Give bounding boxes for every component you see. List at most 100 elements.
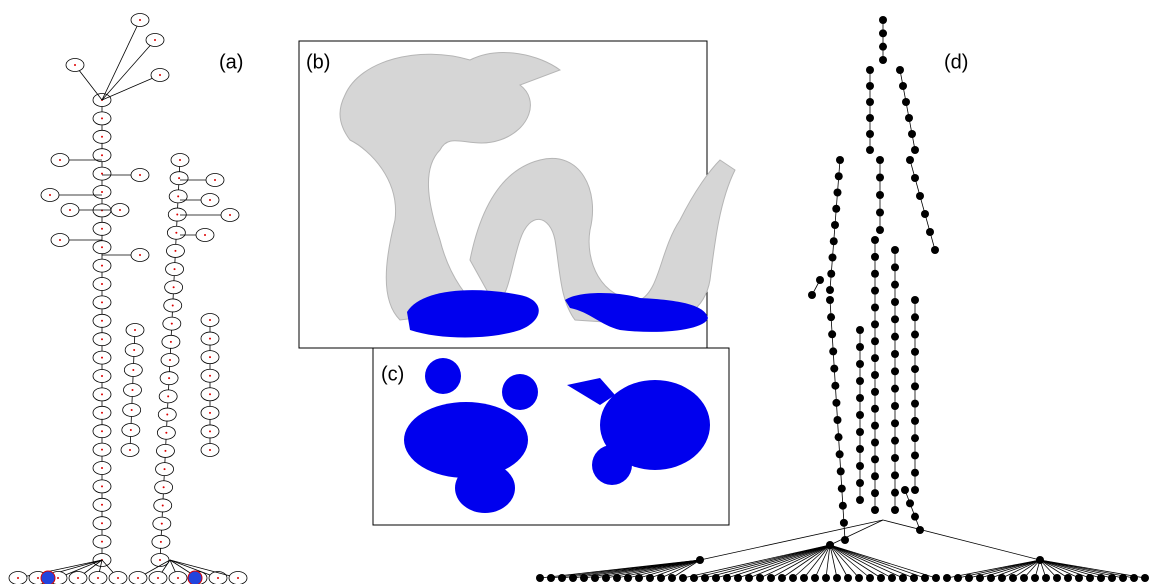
figure: (a) (b) (c) (d) xyxy=(0,0,1160,584)
node xyxy=(830,237,838,245)
node xyxy=(891,454,899,462)
node xyxy=(856,479,864,487)
node-dot xyxy=(209,412,211,414)
node xyxy=(756,574,764,582)
node xyxy=(1141,574,1149,582)
node-dot xyxy=(101,283,103,285)
node xyxy=(829,254,837,262)
node xyxy=(871,506,879,514)
highlight xyxy=(41,571,55,584)
node xyxy=(911,146,919,154)
node xyxy=(830,365,838,373)
node xyxy=(855,574,863,582)
node xyxy=(987,574,995,582)
node xyxy=(602,574,610,582)
node xyxy=(911,451,919,459)
node xyxy=(836,450,844,458)
node-dot xyxy=(101,301,103,303)
node xyxy=(690,574,698,582)
node xyxy=(911,486,919,494)
node xyxy=(866,98,874,106)
highlight xyxy=(188,571,202,584)
node-dot xyxy=(101,228,103,230)
node-dot xyxy=(163,486,165,488)
node xyxy=(871,253,879,261)
node xyxy=(822,574,830,582)
node xyxy=(911,174,919,182)
node-dot xyxy=(139,19,141,21)
node xyxy=(902,98,910,106)
node-dot xyxy=(59,159,61,161)
node xyxy=(899,82,907,90)
node xyxy=(778,574,786,582)
node-dot xyxy=(159,74,161,76)
node-dot xyxy=(139,174,141,176)
node xyxy=(856,411,864,419)
node-dot xyxy=(139,254,141,256)
node xyxy=(668,574,676,582)
node-dot xyxy=(209,375,211,377)
node xyxy=(811,574,819,582)
node xyxy=(827,270,835,278)
node-dot xyxy=(101,412,103,414)
node xyxy=(569,574,577,582)
node xyxy=(591,574,599,582)
node xyxy=(800,574,808,582)
edge xyxy=(830,545,903,578)
node xyxy=(879,43,887,51)
node xyxy=(905,114,913,122)
node xyxy=(1009,574,1017,582)
node xyxy=(832,205,840,213)
node xyxy=(911,513,919,521)
node-dot xyxy=(237,577,239,579)
node xyxy=(877,574,885,582)
node xyxy=(879,16,887,24)
node xyxy=(876,174,884,182)
node-dot xyxy=(174,250,176,252)
node-dot xyxy=(209,356,211,358)
node-dot xyxy=(209,199,211,201)
node-dot xyxy=(101,173,103,175)
node xyxy=(1130,574,1138,582)
node xyxy=(657,574,665,582)
edge xyxy=(102,20,140,100)
node xyxy=(838,485,846,493)
node-dot xyxy=(132,369,134,371)
node xyxy=(613,574,621,582)
node-dot xyxy=(154,39,156,41)
node xyxy=(789,574,797,582)
node xyxy=(911,348,919,356)
node xyxy=(580,574,588,582)
blue-blob xyxy=(455,463,515,513)
node xyxy=(891,350,899,358)
node xyxy=(891,298,899,306)
node-dot xyxy=(101,504,103,506)
node-dot xyxy=(175,232,177,234)
blue-blob xyxy=(592,445,632,485)
node xyxy=(911,434,919,442)
node xyxy=(1053,574,1061,582)
node xyxy=(866,114,874,122)
node xyxy=(943,574,951,582)
node xyxy=(876,209,884,217)
node xyxy=(906,156,914,164)
node xyxy=(891,402,899,410)
node xyxy=(871,236,879,244)
node xyxy=(646,574,654,582)
node xyxy=(911,382,919,390)
node-dot xyxy=(101,154,103,156)
blue-blob xyxy=(404,402,528,478)
node xyxy=(891,281,899,289)
node xyxy=(911,469,919,477)
node-dot xyxy=(169,359,171,361)
node xyxy=(911,296,919,304)
node-dot xyxy=(101,320,103,322)
node xyxy=(866,130,874,138)
node xyxy=(856,326,864,334)
edge xyxy=(830,545,881,578)
node xyxy=(835,433,843,441)
node xyxy=(808,291,816,299)
node xyxy=(856,360,864,368)
edge xyxy=(883,520,1040,560)
node-dot xyxy=(101,449,103,451)
